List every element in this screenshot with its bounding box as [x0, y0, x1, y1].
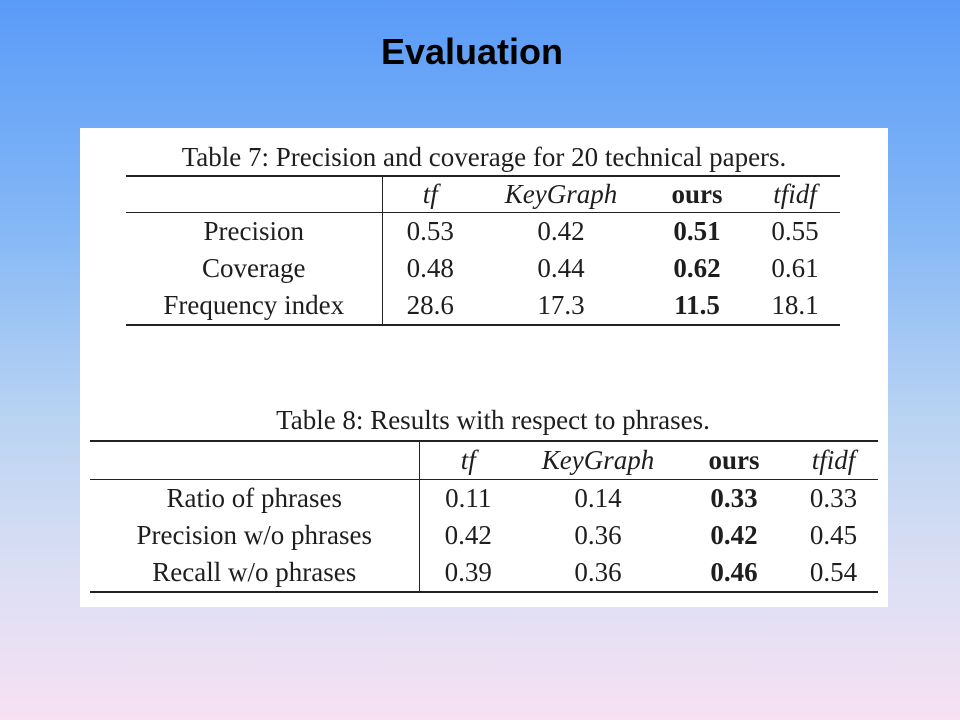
header-corner-cell	[90, 441, 420, 480]
table-cell: 0.42	[710, 520, 758, 550]
row-label: Precision w/o phrases	[90, 517, 420, 554]
table-row: Coverage 0.48 0.44 0.62 0.61	[126, 250, 840, 287]
table-cell: 0.36	[574, 557, 622, 587]
row-label: Precision	[126, 212, 383, 250]
table-cell: 28.6	[406, 290, 454, 320]
table-header-row: tf KeyGraph ours tfidf	[126, 176, 840, 213]
table-7: tf KeyGraph ours tfidf Precision 0.53 0.…	[126, 175, 840, 326]
table-row: Recall w/o phrases 0.39 0.36 0.46 0.54	[90, 554, 878, 592]
table-cell: 0.33	[809, 483, 858, 513]
table-cell: 0.48	[406, 253, 454, 283]
table-cell: 18.1	[771, 290, 819, 320]
table-cell: 17.3	[537, 290, 585, 320]
table-row: Precision w/o phrases 0.42 0.36 0.42 0.4…	[90, 517, 878, 554]
column-header-tf: tf	[382, 176, 478, 213]
table-header-row: tf KeyGraph ours tfidf	[90, 441, 878, 480]
table-cell: 0.55	[771, 216, 819, 246]
column-header-tfidf: tfidf	[789, 441, 878, 480]
row-label: Frequency index	[126, 287, 383, 325]
slide-title: Evaluation	[380, 31, 564, 72]
table-7-caption: Table 7: Precision and coverage for 20 t…	[181, 142, 787, 172]
table-8-caption: Table 8: Results with respect to phrases…	[276, 405, 710, 435]
table-cell: 0.36	[574, 520, 622, 550]
column-header-tfidf: tfidf	[750, 176, 840, 213]
table-cell: 0.42	[537, 216, 585, 246]
column-header-ours: ours	[644, 176, 750, 213]
table-row: Precision 0.53 0.42 0.51 0.55	[126, 212, 840, 250]
table-cell: 0.33	[710, 483, 758, 513]
column-header-keygraph: KeyGraph	[517, 441, 679, 480]
table-8: tf KeyGraph ours tfidf Ratio of phrases …	[90, 440, 878, 593]
table-row: Ratio of phrases 0.11 0.14 0.33 0.33	[90, 479, 878, 517]
table-cell: 11.5	[674, 290, 720, 320]
table-cell: 0.51	[673, 216, 721, 246]
table-cell: 0.61	[771, 253, 819, 283]
row-label: Recall w/o phrases	[90, 554, 420, 592]
table-cell: 0.14	[574, 483, 622, 513]
table-cell: 0.45	[809, 520, 858, 550]
header-corner-cell	[126, 176, 383, 213]
table-cell: 0.46	[710, 557, 758, 587]
table-cell: 0.44	[537, 253, 585, 283]
row-label: Ratio of phrases	[90, 479, 420, 517]
column-header-ours: ours	[679, 441, 789, 480]
table-cell: 0.11	[445, 483, 492, 513]
column-header-keygraph: KeyGraph	[478, 176, 644, 213]
table-cell: 0.39	[444, 557, 492, 587]
table-cell: 0.54	[809, 557, 858, 587]
tables-panel: Table 7: Precision and coverage for 20 t…	[80, 128, 888, 607]
table-cell: 0.42	[444, 520, 492, 550]
row-label: Coverage	[126, 250, 383, 287]
table-cell: 0.53	[406, 216, 454, 246]
table-row: Frequency index 28.6 17.3 11.5 18.1	[126, 287, 840, 325]
table-cell: 0.62	[673, 253, 721, 283]
column-header-tf: tf	[419, 441, 517, 480]
